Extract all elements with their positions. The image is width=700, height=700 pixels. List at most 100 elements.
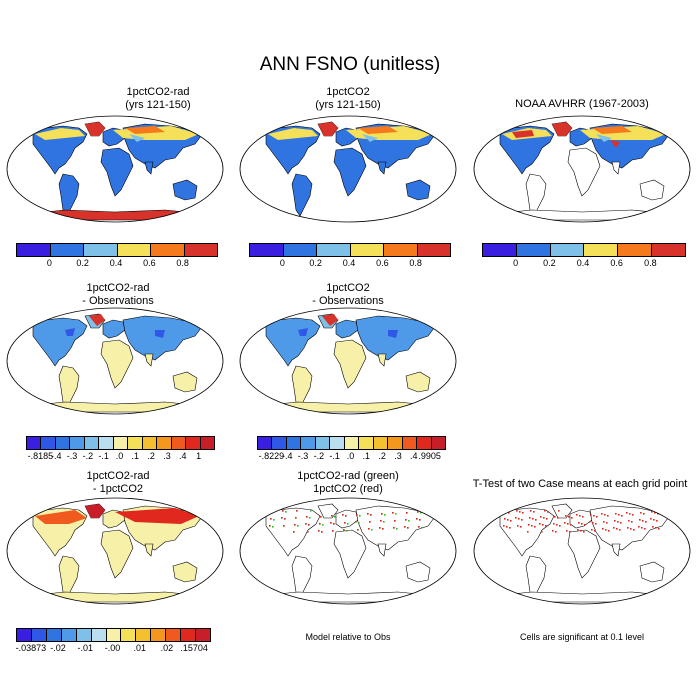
land-ant [257,591,439,603]
dot-significant [620,522,622,524]
colorbar-rad-minus-obs [26,436,215,450]
dot-significant [569,531,571,533]
colorbar-tick-label: 0.2 [76,258,89,268]
dot-significant [535,519,537,521]
dot-significant [543,517,545,519]
land-africa [100,339,134,389]
land-ant [257,401,439,413]
dot-significant [594,530,596,532]
colorbar-swatch [50,244,84,256]
dot-green [272,526,274,528]
dot-significant [521,519,523,521]
snow-mid-asia [129,134,145,142]
panel-title-co2: 1pctCO2 (yrs 121-150) [238,86,458,112]
dot-red [305,523,307,525]
panel-title-co2-line1: 1pctCO2 [326,86,370,98]
colorbar-swatch [55,437,71,449]
colorbar-tick-label: -.01 [77,643,94,653]
land-africa [100,529,134,579]
dot-red [330,522,332,524]
dot-significant [617,521,619,523]
panel-title-obs-line1: NOAA AVHRR (1967-2003) [515,98,649,110]
dot-red [381,513,383,515]
map-svg [6,307,224,415]
dot-green [334,516,336,518]
snow-band-na [268,128,318,140]
colorbar-swatch [584,244,619,256]
panel-title-green-red-line2: 1pctCO2 (red) [313,483,383,495]
dot-significant [580,530,582,532]
land-aus [405,179,431,201]
land-india [611,543,621,557]
land-ant [24,401,206,413]
land-aus [172,561,198,583]
colorbar-tick-label: 0 [513,258,519,268]
dot-significant [591,529,593,531]
colorbar-tick-label: .2 [147,451,155,461]
colorbar-swatch [417,437,432,449]
land-greenland [551,503,573,519]
dot-significant [502,510,504,512]
dot-significant [577,529,579,531]
colorbar-swatch [171,437,187,449]
panel-title-rad-minus-co2-line1: 1pctCO2-rad [86,470,150,482]
land-ant [24,209,206,221]
diff-na-core [65,328,75,336]
dot-red [307,531,309,533]
dot-significant [579,515,581,517]
colorbar-tick-label: 0.8 [409,258,422,268]
land-na [265,317,321,367]
dot-significant [601,513,603,515]
dot-red [295,517,297,519]
dot-red [404,526,406,528]
dot-green [421,527,423,529]
dot-green [285,511,287,513]
colorbar-swatch [315,437,331,449]
dot-red [308,524,310,526]
colorbar-tick-label: 0.8 [644,258,657,268]
dot-significant [534,526,536,528]
snow-mid-asia [596,134,612,142]
dot-significant [581,523,583,525]
panel-title-green-red: 1pctCO2-rad (green) 1pctCO2 (red) [238,470,458,496]
colorbar-obs-abs [482,243,686,257]
dot-significant [518,518,520,520]
panel-title-rad-minus-obs-line1: 1pctCO2-rad [86,282,150,294]
dot-significant [532,518,534,520]
dot-significant [564,522,566,524]
panel-title-rad-minus-co2-line2: - 1pctCO2 [92,483,144,495]
dot-significant [616,528,618,530]
diff-asia-core [155,330,165,338]
diff-asia-core [388,330,398,338]
dot-significant [584,524,586,526]
colorbar-swatch [117,244,151,256]
dot-significant [567,523,569,525]
colorbar-tick-label: -.4 [281,451,293,461]
dot-significant [528,524,530,526]
map-svg [239,307,457,415]
dot-red [368,528,370,530]
colorbar-co2-minus-obs-labels: -.8229 -.4 -.3 -.2 -.1 .0 .1 .2 .3 .4.9905 [257,451,444,463]
dot-red [342,514,344,516]
dot-significant [531,525,533,527]
dot-significant [642,520,644,522]
dot-significant [632,514,634,516]
colorbar-tick-label: 0 [279,258,285,268]
dot-red [380,520,382,522]
map-border [239,307,457,415]
dot-significant [546,518,548,520]
map-svg [6,115,224,223]
land-aus [172,371,198,393]
snow-greenland [318,122,338,136]
colorbar-tick-label: -.03873 [15,643,47,653]
colorbar-rad-abs [16,243,218,257]
panel-title-green-red-line1: 1pctCO2-rad (green) [297,470,399,482]
colorbar-swatch [84,244,118,256]
colorbar-tick-label: .2 [378,451,386,461]
colorbar-swatch [272,437,287,449]
snow-core-asia [592,126,632,134]
dot-significant [645,521,647,523]
panel-title-rad-minus-obs-line2: - Observations [82,295,154,307]
dot-red [394,520,396,522]
colorbar-swatch [181,629,197,641]
